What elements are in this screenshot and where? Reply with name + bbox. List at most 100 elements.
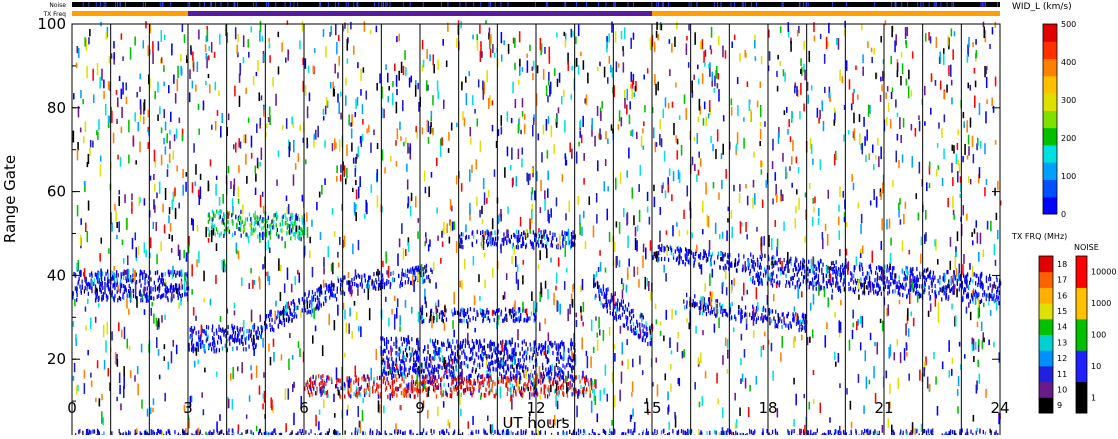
noise-sample — [756, 2, 757, 7]
noise-sample — [170, 2, 171, 7]
echo-cell — [530, 347, 531, 351]
echo-cell — [390, 282, 391, 286]
echo-cell — [406, 353, 407, 357]
echo-cell — [449, 359, 450, 363]
echo-cell — [504, 237, 505, 241]
echo-cell — [647, 342, 648, 346]
echo-cell — [454, 387, 455, 391]
echo-cell — [645, 338, 646, 342]
echo-cell — [534, 233, 535, 237]
echo-cell — [511, 315, 512, 319]
echo-cell — [404, 388, 405, 392]
echo-cell — [386, 345, 387, 349]
echo-cell — [162, 273, 163, 277]
echo-cell — [127, 294, 128, 298]
noise-sample — [125, 2, 126, 7]
echo-cell — [232, 334, 233, 338]
echo-cell — [776, 324, 777, 328]
noise-sample — [115, 2, 116, 7]
echo-cell — [514, 313, 515, 317]
noise-sample — [951, 2, 952, 7]
echo-cell — [862, 291, 863, 295]
echo-cell — [699, 265, 700, 269]
echo-cell — [294, 232, 295, 236]
echo-cell — [703, 308, 704, 312]
echo-cell — [775, 320, 776, 324]
echo-cell — [427, 380, 428, 384]
echo-cell — [353, 380, 354, 384]
echo-cell — [887, 285, 888, 289]
echo-cell — [875, 290, 876, 294]
echo-cell — [449, 342, 450, 346]
echo-cell — [413, 270, 414, 274]
echo-cell — [623, 323, 624, 327]
noise-sample — [348, 2, 349, 7]
echo-cell — [873, 290, 874, 294]
echo-cell — [524, 339, 525, 343]
echo-cell — [470, 391, 471, 395]
echo-cell — [763, 273, 764, 277]
echo-cell — [253, 213, 254, 217]
noise-sample — [233, 2, 234, 7]
echo-cell — [340, 287, 341, 291]
echo-cell — [233, 338, 234, 342]
echo-cell — [978, 280, 979, 284]
echo-cell — [985, 432, 986, 436]
echo-cell — [543, 243, 544, 247]
echo-cell — [818, 278, 819, 282]
echo-cell — [764, 254, 765, 258]
echo-cell — [436, 394, 437, 398]
echo-cell — [544, 375, 545, 379]
echo-cell — [558, 375, 559, 379]
echo-cell — [938, 279, 939, 283]
echo-cell — [97, 292, 98, 296]
echo-cell — [661, 430, 662, 434]
echo-cell — [152, 430, 153, 434]
echo-cell — [268, 314, 269, 318]
echo-cell — [290, 217, 291, 221]
echo-cell — [797, 273, 798, 277]
echo-cell — [527, 383, 528, 387]
echo-cell — [310, 310, 311, 314]
echo-cell — [82, 280, 83, 284]
noise-sample — [953, 2, 954, 7]
echo-cell — [165, 294, 166, 298]
echo-cell — [760, 255, 761, 259]
echo-cell — [237, 334, 238, 338]
echo-cell — [800, 320, 801, 324]
echo-cell — [513, 368, 514, 372]
echo-cell — [568, 348, 569, 352]
echo-cell — [460, 372, 461, 376]
echo-cell — [449, 364, 450, 368]
echo-cell — [446, 347, 447, 351]
echo-cell — [527, 347, 528, 351]
echo-cell — [270, 223, 271, 227]
echo-cell — [925, 283, 926, 287]
echo-cell — [422, 388, 423, 392]
noise-sample — [663, 2, 664, 7]
echo-cell — [91, 274, 92, 278]
echo-cell — [426, 275, 427, 279]
echo-cell — [699, 306, 700, 310]
echo-cell — [930, 276, 931, 280]
echo-cell — [202, 329, 203, 333]
echo-cell — [578, 375, 579, 379]
echo-cell — [456, 388, 457, 392]
echo-cell — [750, 253, 751, 257]
echo-cell — [435, 347, 436, 351]
echo-cell — [572, 383, 573, 387]
echo-cell — [269, 231, 270, 235]
echo-cell — [81, 291, 82, 295]
echo-cell — [480, 308, 481, 312]
echo-cell — [974, 272, 975, 276]
echo-cell — [837, 282, 838, 286]
echo-cell — [513, 353, 514, 357]
echo-cell — [780, 267, 781, 271]
echo-cell — [442, 310, 443, 314]
echo-cell — [895, 280, 896, 284]
echo-cell — [694, 260, 695, 264]
echo-cell — [771, 261, 772, 265]
echo-cell — [315, 391, 316, 395]
echo-cell — [974, 293, 975, 297]
echo-cell — [322, 379, 323, 383]
